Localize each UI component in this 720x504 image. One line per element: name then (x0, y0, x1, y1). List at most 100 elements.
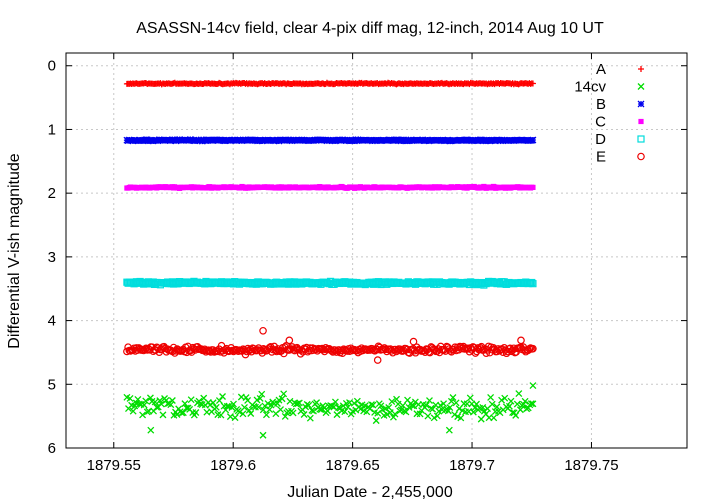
data-point (310, 407, 317, 415)
legend-label: A (596, 61, 606, 78)
data-point (402, 408, 410, 416)
data-point (219, 393, 226, 400)
axis-ticks: 1879.55 1879.6 1879.65 1879.7 1879.75 0 1 2 3 4 5 6 (48, 53, 687, 474)
data-point (331, 398, 339, 406)
data-point (529, 400, 537, 408)
data-point (262, 411, 270, 419)
data-point (399, 402, 407, 410)
data-point (393, 395, 401, 403)
data-point (524, 346, 532, 355)
data-point (416, 410, 424, 418)
data-point (513, 400, 521, 408)
data-point (488, 400, 496, 408)
data-point (447, 397, 455, 405)
data-point (241, 404, 248, 411)
data-point (433, 412, 441, 420)
data-point (259, 326, 267, 335)
x-tick-label: 1879.75 (564, 457, 618, 474)
data-point (469, 408, 477, 416)
data-point (258, 390, 266, 398)
data-point (373, 356, 382, 364)
legend-marker (637, 83, 645, 90)
legend-label: D (595, 131, 606, 148)
data-point (159, 411, 167, 419)
legend-item-e: E (596, 149, 645, 166)
data-point (502, 349, 511, 358)
x-tick-label: 1879.55 (87, 457, 141, 474)
data-point (505, 402, 513, 410)
data-point (424, 412, 432, 420)
data-point (259, 431, 267, 439)
data-point (350, 399, 358, 407)
data-point (499, 348, 507, 357)
series-d (123, 277, 537, 289)
data-point (521, 397, 529, 405)
data-point (529, 280, 537, 288)
data-point (140, 401, 148, 409)
data-point (429, 405, 437, 413)
y-tick-label: 5 (48, 376, 56, 393)
data-point (430, 414, 438, 422)
data-point (266, 406, 274, 413)
data-point (277, 406, 285, 414)
data-point (142, 397, 150, 405)
y-axis-label: Differential V-ish magnitude (6, 153, 23, 348)
legend-item-14cv: 14cv (574, 79, 645, 96)
data-point (255, 403, 263, 411)
legend-label: E (596, 149, 606, 166)
data-point (374, 409, 382, 417)
legend-marker (637, 135, 645, 143)
data-point (493, 403, 501, 411)
data-point (426, 397, 433, 404)
data-point (377, 402, 385, 410)
legend-label: B (596, 96, 606, 113)
data-point (445, 426, 453, 434)
data-point (457, 414, 465, 422)
data-point (501, 394, 509, 402)
data-point (383, 411, 391, 418)
data-point (231, 414, 239, 422)
data-point (449, 394, 457, 401)
data-point (126, 395, 134, 402)
series-a (123, 79, 536, 88)
y-tick-label: 1 (48, 121, 56, 138)
data-point (187, 396, 195, 404)
legend-item-d: D (595, 131, 645, 148)
data-point (507, 397, 515, 405)
data-point (134, 395, 142, 403)
data-point (265, 343, 274, 352)
plot-frame (65, 52, 688, 449)
data-point (490, 414, 498, 422)
data-point (153, 403, 161, 411)
legend-item-c: C (595, 114, 644, 131)
data-point (306, 414, 314, 422)
data-point (156, 397, 164, 405)
data-point (422, 401, 430, 409)
x-tick-label: 1879.7 (449, 457, 495, 474)
data-point (228, 404, 236, 411)
data-point (515, 390, 523, 398)
data-point (247, 410, 255, 417)
legend-label: 14cv (574, 79, 606, 96)
data-point (147, 426, 155, 434)
data-point (278, 395, 286, 403)
data-point (372, 417, 380, 425)
data-point (410, 402, 418, 410)
y-tick-label: 6 (48, 440, 56, 457)
legend-marker (637, 100, 645, 108)
data-point (289, 409, 297, 417)
data-point (157, 400, 165, 408)
data-point (305, 401, 313, 409)
data-point (139, 411, 147, 419)
data-point (529, 344, 537, 353)
x-tick-label: 1879.6 (210, 457, 256, 474)
data-point (440, 400, 448, 408)
data-point (259, 406, 267, 414)
data-point (286, 397, 294, 405)
data-point (473, 400, 480, 408)
data-point (129, 407, 137, 415)
grid-lines (66, 53, 687, 449)
data-point (528, 278, 536, 287)
